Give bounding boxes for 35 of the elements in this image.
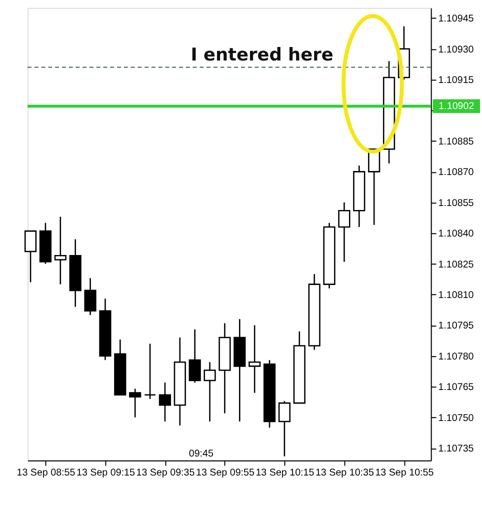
x-tick-label: 13 Sep 10:35 xyxy=(315,468,374,479)
y-tick-label: 1.10780 xyxy=(438,351,474,362)
candlestick xyxy=(129,388,142,418)
candlestick xyxy=(144,343,156,400)
y-tick-label: 1.10735 xyxy=(438,444,474,455)
y-tick-label: 1.10930 xyxy=(438,44,474,56)
x-tick-label: 13 Sep 09:15 xyxy=(76,468,136,479)
y-tick-label: 1.10795 xyxy=(438,320,474,332)
candlestick xyxy=(278,400,291,457)
y-tick-label: 1.10945 xyxy=(438,14,474,25)
x-tick-label: 13 Sep 10:55 xyxy=(375,468,434,479)
y-tick-label: 1.10855 xyxy=(438,198,474,209)
y-tick-label: 1.10840 xyxy=(438,228,474,240)
candlestick xyxy=(248,324,261,394)
y-tick-label: 1.10810 xyxy=(438,290,474,301)
candlestick xyxy=(188,328,201,384)
y-tick-label: 1.10885 xyxy=(438,136,474,148)
y-tick-label: 1.10750 xyxy=(438,412,474,424)
candlestick xyxy=(158,382,172,422)
y-tick-label: 1.10765 xyxy=(438,382,474,394)
x-tick-label: 13 Sep 09:35 xyxy=(136,468,196,479)
candlestick xyxy=(84,278,96,316)
candlestick xyxy=(204,361,216,422)
candlestick xyxy=(54,216,66,285)
candlestick xyxy=(24,230,37,283)
x-tick-label: 13 Sep 08:55 xyxy=(16,468,76,479)
ref-line-label: 1.10902 xyxy=(438,101,474,112)
candlestick xyxy=(338,202,350,262)
y-tick-label: 1.10825 xyxy=(438,259,474,270)
annotation: 09:45 xyxy=(188,448,214,460)
ref-line-label: I entered here xyxy=(190,45,334,66)
y-tick-label: 1.10915 xyxy=(438,75,474,86)
x-tick-label: 13 Sep 10:15 xyxy=(256,468,315,479)
x-tick-label: 13 Sep 09:55 xyxy=(196,468,255,479)
y-tick-label: 1.10870 xyxy=(438,167,474,178)
